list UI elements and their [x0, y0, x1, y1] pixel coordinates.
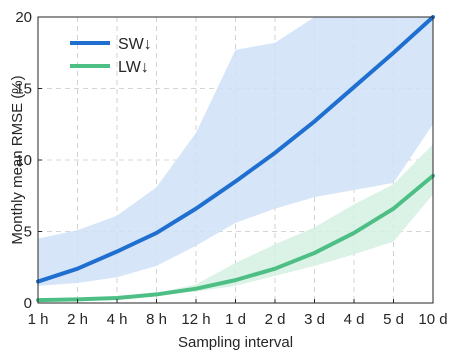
y-tick-label: 10 [15, 152, 32, 169]
y-tick-label: 15 [15, 81, 32, 98]
series-lines [36, 15, 435, 303]
band-series-0 [38, 17, 433, 286]
x-tick-label: 8 h [146, 311, 167, 328]
axis-ticks: 1 h 2 h 4 h 8 h 12 h 1 d 2 d 3 d 4 d 5 d 10 d 0 5 10 1… [15, 9, 447, 328]
y-axis-label: Monthly mean RMSE (%) [9, 75, 26, 244]
x-tick-label: 4 d [344, 311, 365, 328]
uncertainty-bands [38, 17, 433, 301]
band-series-1 [38, 144, 433, 301]
x-tick-label: 4 h [107, 311, 128, 328]
x-tick-label: 12 h [181, 311, 210, 328]
x-tick-label: 5 d [383, 311, 404, 328]
y-tick-label: 0 [24, 295, 32, 312]
y-tick-label: 20 [15, 9, 32, 26]
legend-label-lw: LW↓ [118, 59, 149, 76]
x-tick-label: 10 d [418, 311, 447, 328]
legend-label-sw: SW↓ [118, 36, 152, 53]
x-tick-label: 2 h [67, 311, 88, 328]
x-axis-label: Sampling interval [178, 334, 293, 351]
x-tick-label: 1 d [225, 311, 246, 328]
series-line-0 [36, 15, 435, 284]
x-tick-label: 1 h [28, 311, 49, 328]
series-line-1 [36, 173, 435, 303]
y-tick-label: 5 [24, 224, 32, 241]
legend: SW↓ LW↓ [70, 36, 152, 76]
x-tick-label: 3 d [304, 311, 325, 328]
x-tick-label: 2 d [265, 311, 286, 328]
